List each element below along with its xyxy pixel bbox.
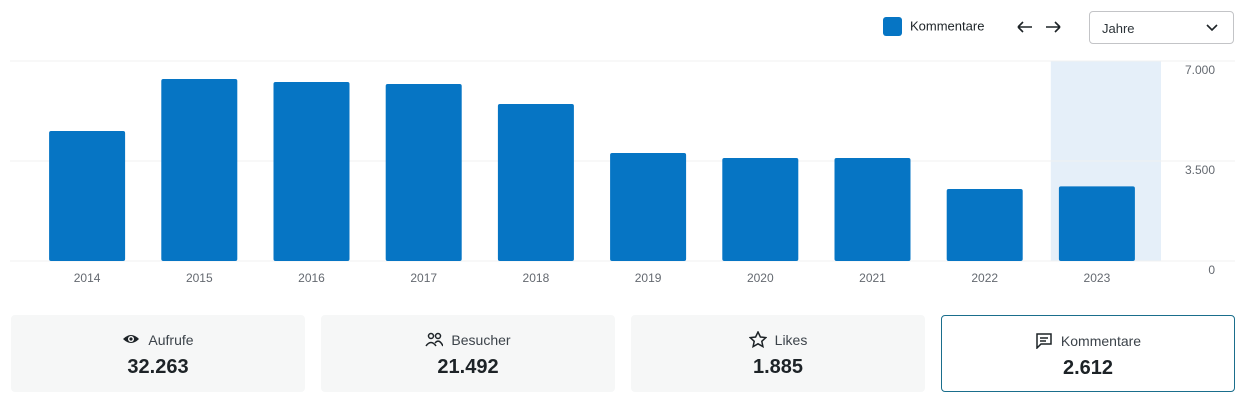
card-icon [748,331,767,348]
stat-card[interactable]: Besucher 21.492 [321,315,615,392]
stat-card[interactable]: Kommentare 2.612 [941,315,1235,392]
card-icon [123,335,140,343]
bar [161,79,238,261]
stat-card[interactable]: Likes 1.885 [631,315,925,392]
y-tick-label: 0 [1208,263,1215,277]
legend-label: Kommentare [910,18,984,33]
prev-arrow[interactable] [1017,21,1032,33]
y-tick-label: 7.000 [1185,63,1215,77]
card-label: Besucher [451,331,511,348]
card-label-row: Kommentare [942,332,1234,349]
card-icon [1036,333,1052,349]
x-tick-label: 2017 [410,271,437,285]
card-value: 21.492 [437,356,499,378]
bar [610,153,687,261]
x-tick-label: 2016 [298,271,325,285]
x-tick-label: 2015 [186,271,213,285]
bar [49,131,126,261]
x-tick-label: 2023 [1084,271,1111,285]
chart: 0 3.500 7.000 Kommentare 2014 2015 2016 2017 201… [10,17,1235,285]
card-label-row: Likes [631,331,925,348]
bar [385,84,462,261]
bar [1058,186,1135,261]
bar [273,82,350,261]
x-tick-label: 2022 [971,271,998,285]
bar [946,189,1023,261]
bar [834,158,911,261]
card-value: 2.612 [1062,357,1114,379]
x-tick-label: 2021 [859,271,886,285]
next-arrow[interactable] [1046,21,1061,33]
bar [497,104,574,261]
card-label-row: Aufrufe [11,331,305,348]
card-label-row: Besucher [321,331,615,348]
legend-swatch [883,17,902,36]
dropdown-label: Jahre [1102,21,1135,36]
stat-card[interactable]: Aufrufe 32.263 [11,315,305,392]
y-tick-label: 3.500 [1185,163,1215,177]
bar [722,158,799,261]
x-tick-label: 2019 [635,271,662,285]
chevron [1206,24,1218,32]
x-tick-label: 2014 [74,271,101,285]
card-label: Kommentare [1060,332,1142,349]
card-label: Aufrufe [148,331,194,348]
x-tick-label: 2018 [523,271,550,285]
period-dropdown[interactable]: Jahre [1089,11,1234,44]
x-tick-label: 2020 [747,271,774,285]
card-label: Likes [774,331,808,348]
card-value: 32.263 [127,356,189,378]
card-icon [425,332,444,347]
card-value: 1.885 [752,356,804,378]
